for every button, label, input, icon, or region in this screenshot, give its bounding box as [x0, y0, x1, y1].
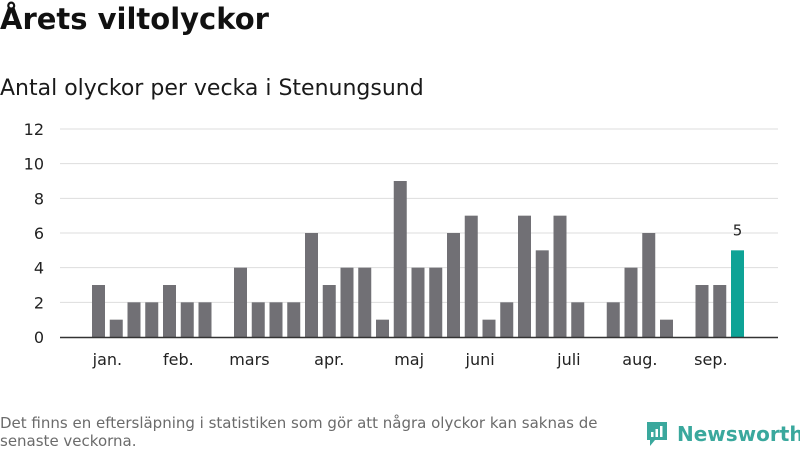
- y-tick-label: 2: [34, 293, 44, 312]
- x-tick-label: sep.: [694, 350, 727, 369]
- y-tick-label: 10: [24, 155, 44, 174]
- bar: [180, 302, 194, 337]
- bar: [198, 302, 212, 337]
- x-tick-label: juni: [465, 350, 495, 369]
- brand[interactable]: Newsworthy: [645, 420, 800, 448]
- footnote: Det finns en eftersläpning i statistiken…: [0, 414, 598, 450]
- bar: [127, 302, 141, 337]
- bar: [305, 233, 318, 337]
- y-tick-label: 6: [34, 224, 44, 243]
- bar: [606, 302, 620, 337]
- highlight-data-label: 5: [733, 221, 743, 239]
- newsworthy-logo-icon: [647, 422, 667, 446]
- x-tick-label: juli: [556, 350, 580, 369]
- x-tick-label: maj: [394, 350, 424, 369]
- chart-subtitle: Antal olyckor per vecka i Stenungsund: [0, 76, 424, 101]
- bar: [660, 319, 673, 337]
- bar: [624, 267, 638, 337]
- x-tick-label: mars: [229, 350, 269, 369]
- bar: [553, 215, 567, 337]
- bar: [163, 285, 176, 337]
- bar: [695, 285, 709, 337]
- y-tick-label: 4: [34, 259, 44, 278]
- x-tick-label: jan.: [92, 350, 122, 369]
- bar: [464, 215, 478, 337]
- bar: [340, 267, 354, 337]
- bar: [429, 267, 443, 337]
- bar: [287, 302, 301, 337]
- x-tick-label: feb.: [163, 350, 194, 369]
- bar: [535, 250, 549, 337]
- bar: [358, 267, 372, 337]
- bar-chart: 0 2 4 6 8 10 12 5 jan. feb. mars apr. maj juni juli aug…: [24, 120, 778, 369]
- x-tick-label: apr.: [314, 350, 344, 369]
- bar: [447, 233, 460, 337]
- bar: [393, 181, 407, 337]
- bar: [92, 285, 105, 337]
- bar: [251, 302, 265, 337]
- bar: [145, 302, 159, 337]
- bar: [518, 215, 531, 337]
- bar: [571, 302, 585, 337]
- bar: [482, 319, 496, 337]
- bar: [713, 285, 727, 337]
- bar: [322, 285, 336, 337]
- y-tick-label: 12: [24, 120, 44, 139]
- chart-title: Årets viltolyckor: [0, 2, 269, 36]
- bar-highlight: [731, 250, 744, 337]
- x-tick-label: aug.: [622, 350, 657, 369]
- bar: [500, 302, 514, 337]
- bar: [642, 233, 656, 337]
- y-tick-label: 0: [34, 328, 44, 347]
- bar: [234, 267, 247, 337]
- bar: [411, 267, 425, 337]
- y-tick-label: 8: [34, 189, 44, 208]
- bar: [109, 319, 123, 337]
- bar: [269, 302, 283, 337]
- bar: [376, 319, 389, 337]
- brand-name: Newsworthy: [677, 422, 800, 446]
